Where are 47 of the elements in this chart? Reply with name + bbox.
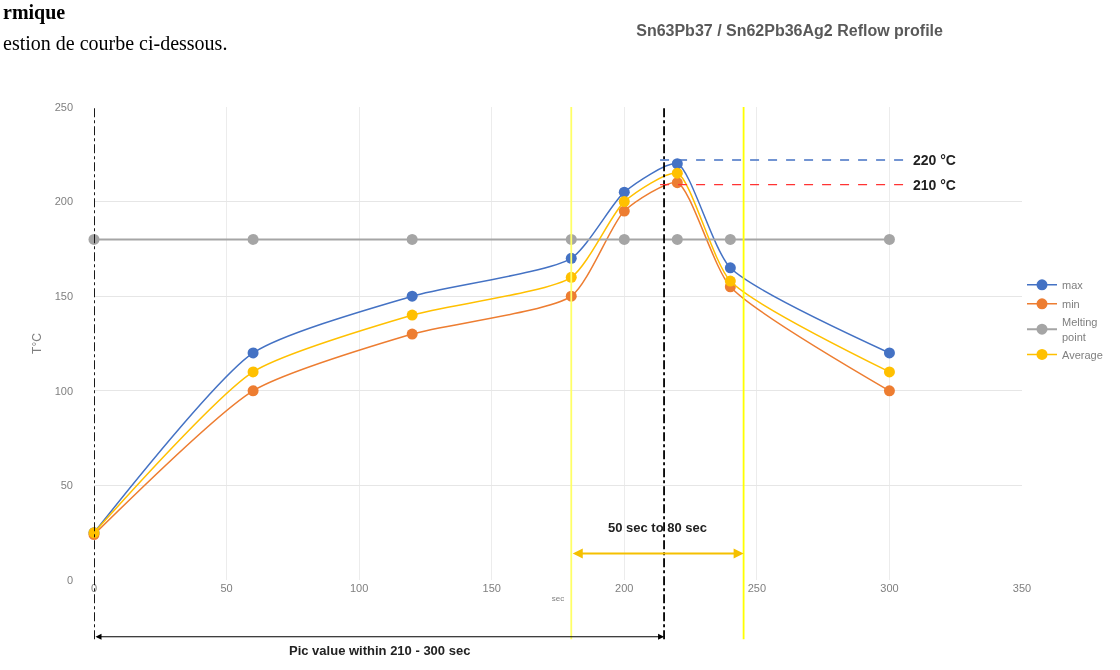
chart-title: Sn63Pb37 / Sn62Pb36Ag2 Reflow profile [636,21,944,39]
point [406,290,418,302]
y-tick-label: 150 [54,290,73,303]
text: estion de courbe ci-dessous. [3,32,228,54]
point [883,385,895,397]
point [883,366,895,378]
x-tick-label: 50 [220,582,233,594]
legend-label: Average [1062,348,1103,361]
point [724,262,736,274]
point [724,275,736,287]
point [247,347,259,359]
point [406,328,418,340]
y-tick-label: 250 [54,100,73,113]
x-tick-label: 150 [482,582,501,594]
point [671,233,683,245]
y-tick-label: 0 [66,573,73,586]
point [618,233,630,245]
ref-line-label: 220 °C [913,152,956,168]
y-tick-label: 200 [54,195,73,208]
annotation: 50 sec to 80 sec [608,520,708,535]
y-tick-label: 50 [60,479,73,492]
point [247,385,259,397]
point [671,167,683,179]
point [883,347,895,359]
point [618,196,630,208]
x-tick-label: 350 [1012,582,1032,594]
point [247,233,259,245]
legend-label: max [1062,279,1084,292]
text: rmique [3,1,66,24]
y-tick-label: 100 [54,384,73,397]
point [406,309,418,321]
legend-label: Melting point [1062,316,1098,343]
x-axis-title: sec [551,594,565,604]
text: Pic value within 210 - 300 sec [289,643,471,658]
point [406,233,418,245]
point [247,366,259,378]
ref-line-label: 210 °C [913,177,956,193]
point [724,233,736,245]
legend-label: min [1062,298,1080,311]
point [618,186,630,198]
x-tick-label: 300 [880,582,899,594]
y-axis-title: T°C [29,332,44,354]
x-tick-label: 200 [615,582,634,594]
point [883,233,895,245]
x-tick-label: 0 [90,582,98,594]
x-tick-label: 100 [349,582,369,594]
x-tick-label: 250 [747,582,767,594]
